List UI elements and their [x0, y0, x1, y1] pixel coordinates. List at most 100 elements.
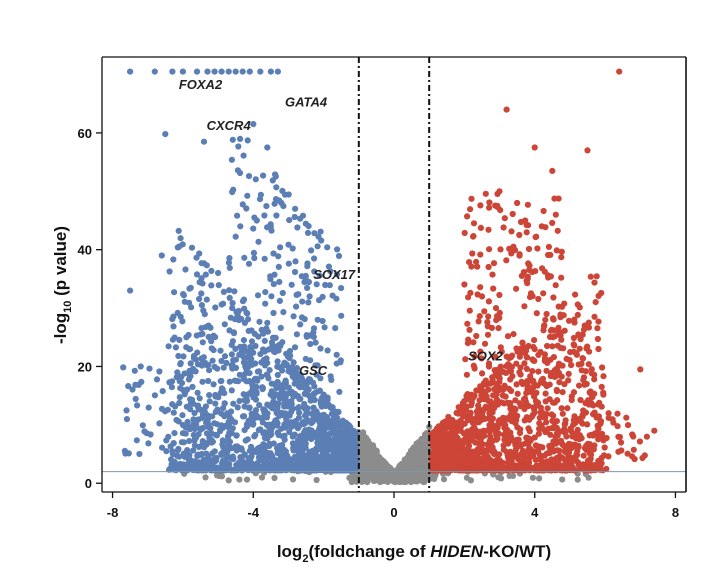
point-up [556, 447, 563, 454]
point-up [595, 292, 602, 299]
point-up [451, 440, 459, 447]
point-down [304, 284, 311, 291]
point-down [260, 330, 267, 337]
point-ns [559, 476, 566, 483]
point-down [267, 221, 274, 228]
point-down [153, 376, 161, 383]
point-down [211, 455, 218, 462]
point-down [273, 402, 280, 409]
point-up [471, 353, 478, 360]
point-down [316, 418, 323, 425]
point-up [485, 363, 493, 370]
point-ns [407, 470, 414, 478]
point-down [322, 281, 329, 289]
point-down [310, 462, 317, 469]
point-down [332, 325, 339, 332]
point-up [463, 371, 470, 378]
point-up [533, 233, 540, 240]
point-up [537, 404, 545, 411]
point-up [614, 410, 621, 417]
point-ns [536, 475, 543, 482]
point-up [561, 456, 568, 463]
point-up [526, 415, 534, 422]
points-downregulated [120, 68, 360, 474]
point-up [550, 294, 557, 301]
point-down [203, 450, 210, 457]
point-up [596, 399, 603, 406]
point-up [651, 427, 658, 434]
point-up [501, 466, 508, 473]
point-down [176, 399, 183, 407]
point-down [218, 451, 225, 458]
point-up [477, 348, 484, 355]
point-down [187, 406, 194, 413]
point-down [259, 449, 266, 456]
point-ns [362, 454, 369, 461]
point-down [191, 442, 198, 449]
point-down [208, 338, 215, 345]
point-down [333, 360, 340, 367]
point-up [467, 206, 474, 213]
point-up [609, 416, 616, 423]
point-up [465, 446, 472, 453]
point-up [533, 310, 540, 317]
point-up [591, 279, 598, 286]
point-down [298, 273, 305, 280]
point-down [252, 176, 259, 183]
point-down [120, 364, 127, 371]
point-up [523, 365, 531, 372]
point-up [562, 443, 569, 450]
point-up [564, 405, 571, 412]
point-down [261, 408, 268, 415]
point-down [263, 457, 270, 464]
point-ns [225, 477, 232, 484]
point-down [259, 385, 266, 392]
point-down [316, 272, 323, 279]
point-down [242, 347, 249, 355]
point-down [250, 415, 257, 422]
point-down [241, 254, 248, 261]
point-down [170, 409, 177, 416]
point-up [503, 106, 510, 113]
point-down [277, 458, 284, 465]
point-down [286, 217, 293, 224]
point-down [138, 378, 145, 385]
point-up [466, 307, 473, 314]
point-down [223, 447, 230, 455]
point-up [473, 258, 480, 265]
point-down [327, 268, 334, 275]
point-down [188, 304, 195, 311]
point-down [212, 431, 219, 438]
point-down [282, 394, 289, 401]
point-down [286, 347, 294, 355]
point-up [595, 318, 602, 325]
point-up [472, 464, 479, 471]
point-up [551, 373, 558, 380]
point-down [291, 213, 298, 221]
y-axis-label-prefix: -log [51, 313, 70, 344]
point-up [489, 437, 496, 444]
point-up [486, 413, 493, 420]
point-up [599, 364, 606, 371]
point-down [286, 428, 293, 436]
point-up [570, 417, 577, 424]
point-down [203, 430, 211, 437]
point-down [341, 457, 348, 464]
point-down [187, 360, 194, 367]
point-up [553, 454, 560, 462]
point-up [580, 407, 587, 414]
point-up [515, 466, 522, 473]
point-down [250, 420, 257, 427]
point-up [508, 228, 515, 235]
point-down [221, 353, 229, 360]
point-down [255, 333, 262, 340]
point-down [204, 418, 211, 425]
point-up [497, 420, 504, 427]
point-ns [346, 474, 353, 481]
point-up [571, 316, 578, 323]
point-up [521, 405, 528, 413]
point-down [198, 275, 205, 282]
point-down [302, 413, 309, 420]
point-down [297, 321, 304, 328]
point-down [208, 267, 215, 274]
